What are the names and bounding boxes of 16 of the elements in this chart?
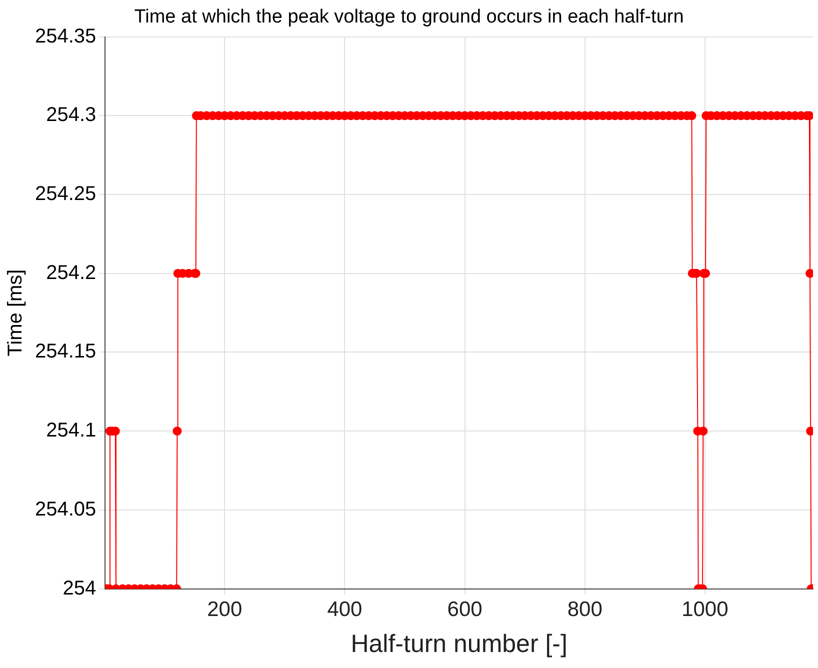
x-tick-label: 400 [327,598,362,622]
y-tick-label: 254.25 [35,183,96,206]
y-tick-label: 254.2 [46,262,96,284]
x-tick-label: 800 [567,598,602,622]
chart-title: Time at which the peak voltage to ground occurs in each half-turn [134,6,684,28]
y-tick-label: 254.15 [35,340,96,363]
y-tick-label: 254 [62,577,96,600]
y-tick-label: 254.3 [46,104,96,126]
y-tick-label: 254.35 [35,25,96,48]
x-tick-label: 200 [207,598,242,622]
y-tick-label: 254.1 [46,420,96,442]
y-axis-title: Time [ms] [4,269,27,356]
x-tick-label: 1000 [682,598,728,622]
y-tick-label: 254.05 [35,498,96,520]
x-tick-label: 600 [447,598,482,622]
x-axis-title: Half-turn number [-] [350,630,568,658]
